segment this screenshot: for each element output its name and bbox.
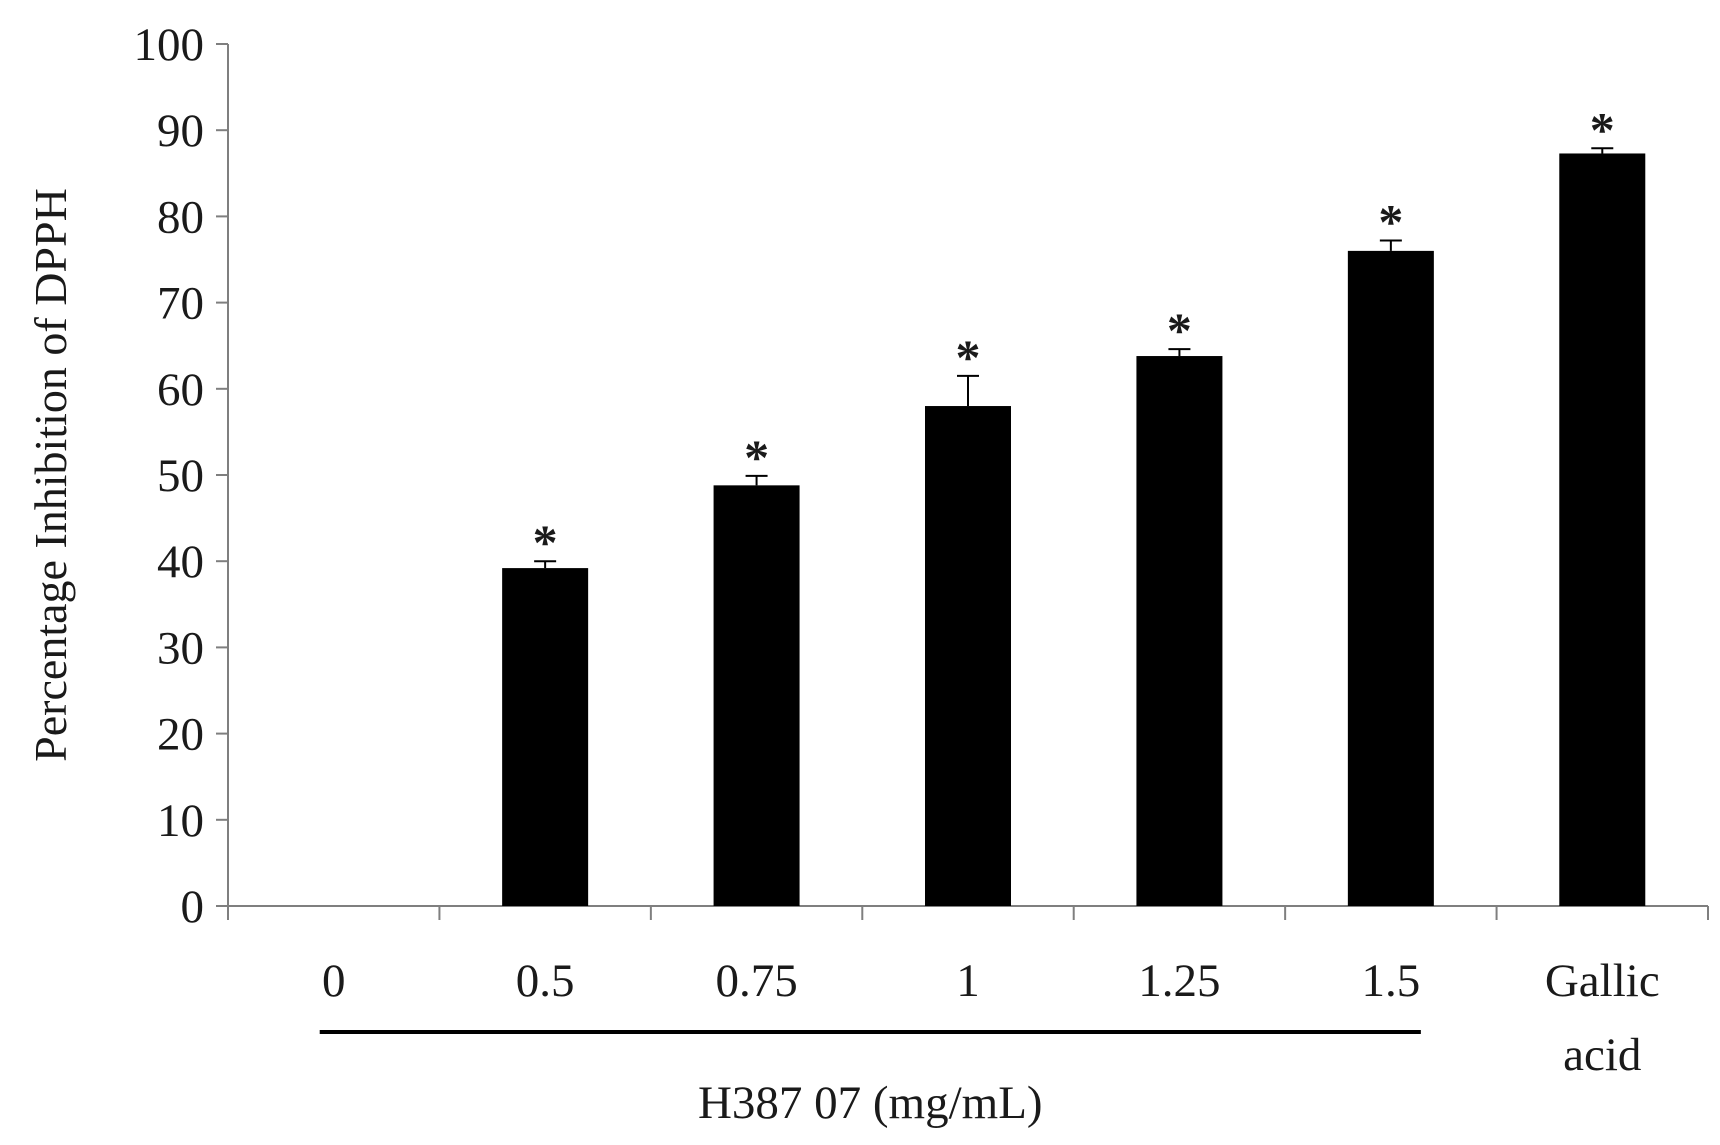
x-category-label: 1.25 (1138, 955, 1220, 1007)
chart-bars (502, 147, 1646, 906)
x-category-label: 0 (322, 955, 346, 1007)
y-tick-label: 10 (157, 795, 204, 847)
y-tick-label: 50 (157, 450, 204, 502)
significance-asterisk: * (956, 329, 981, 385)
significance-asterisk: * (1167, 302, 1192, 358)
significance-asterisk: * (1378, 194, 1403, 250)
chart-labels: 0 10 20 30 40 50 60 70 80 90 100 0 * 0.5 * 0.75 * 1 * 1.25 *… (134, 19, 1660, 1081)
bar (502, 568, 589, 906)
y-tick-label: 40 (157, 536, 204, 588)
significance-asterisk: * (1590, 101, 1615, 157)
x-category-label: 0.5 (516, 955, 575, 1007)
bar (1136, 356, 1223, 906)
y-tick-label: 100 (134, 19, 205, 71)
bar (925, 406, 1011, 906)
x-category-label: acid (1563, 1029, 1641, 1081)
y-tick-label: 30 (157, 622, 204, 674)
group-label: H387 07 (mg/mL) (698, 1077, 1043, 1129)
x-category-label: 1 (956, 955, 980, 1007)
x-category-label: 0.75 (715, 955, 797, 1007)
y-tick-label: 70 (157, 278, 204, 330)
y-tick-label: 80 (157, 191, 204, 243)
y-tick-label: 60 (157, 364, 204, 416)
y-tick-label: 90 (157, 105, 204, 157)
chart-axes (216, 43, 1709, 920)
significance-asterisk: * (744, 429, 769, 485)
bar (1347, 250, 1434, 906)
y-tick-label: 0 (181, 881, 205, 933)
bar (713, 485, 800, 906)
x-category-label: Gallic (1545, 955, 1660, 1007)
y-axis-title: Percentage Inhibition of DPPH (25, 188, 76, 762)
y-tick-label: 20 (157, 709, 204, 761)
bar (1559, 153, 1646, 906)
significance-asterisk: * (533, 514, 558, 570)
x-category-label: 1.5 (1361, 955, 1420, 1007)
